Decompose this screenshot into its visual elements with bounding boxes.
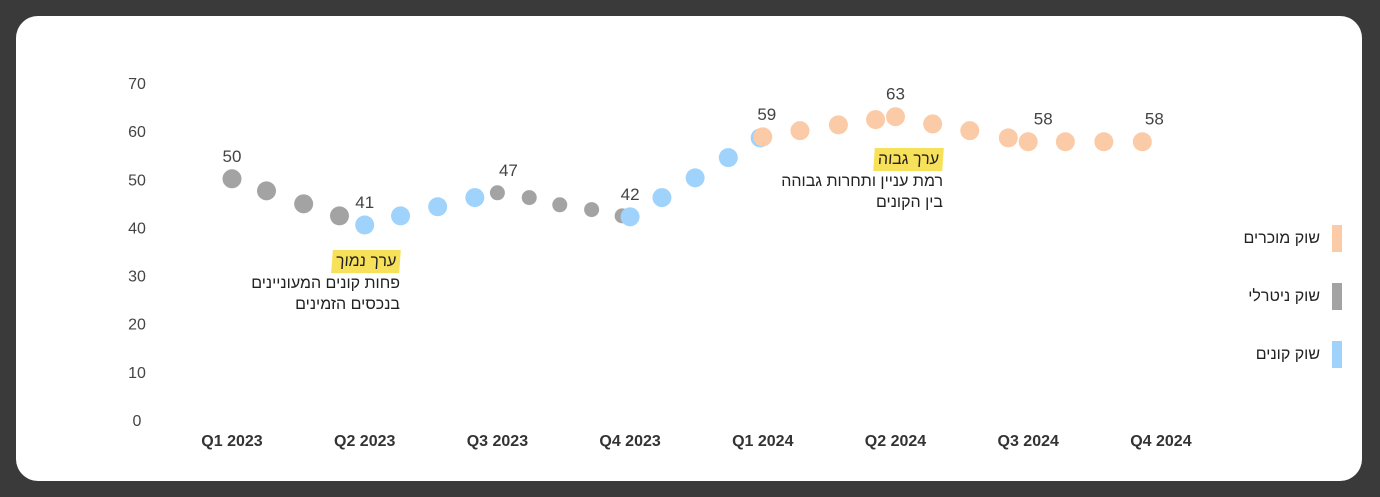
x-tick-label: Q1 2024 (732, 433, 793, 450)
data-point (428, 197, 448, 217)
y-tick-label: 40 (128, 220, 146, 237)
data-point (222, 169, 242, 189)
annotation-high-title: ערך גבוה (873, 148, 944, 171)
y-tick-label: 30 (128, 269, 146, 286)
x-tick-label: Q2 2023 (334, 433, 395, 450)
annotation-low-line-1: פחות קונים המעוניינים (251, 275, 400, 292)
data-point (489, 185, 505, 201)
annotation-high-line-1: רמת עניין ותחרות גבוהה (781, 173, 943, 190)
data-point (923, 114, 943, 134)
data-point (391, 206, 411, 226)
y-tick-label: 10 (128, 365, 146, 382)
y-tick-label: 20 (128, 317, 146, 334)
x-tick-label: Q3 2023 (467, 433, 528, 450)
data-point (866, 110, 886, 130)
data-label: 50 (223, 147, 242, 166)
legend-swatch-sellers (1332, 225, 1342, 252)
data-point (257, 181, 277, 201)
data-point (886, 107, 905, 127)
data-point (1132, 132, 1152, 152)
x-tick-label: Q4 2024 (1130, 433, 1191, 450)
data-point (960, 121, 980, 141)
legend-label-neutral: שוק ניטרלי (1248, 287, 1320, 305)
x-tick-label: Q3 2024 (998, 433, 1059, 450)
data-point (652, 188, 672, 208)
data-point (998, 128, 1018, 148)
data-label: 47 (499, 161, 518, 180)
legend-label-sellers: שוק מוכרים (1243, 229, 1321, 247)
annotation-high: ערך גבוה רמת עניין ותחרות גבוהה בין הקונ… (740, 148, 944, 213)
legend-swatch-neutral (1332, 283, 1342, 310)
data-point (718, 148, 738, 168)
data-point (355, 215, 375, 235)
legend-item-buyers: שוק קונים (1256, 341, 1342, 368)
annotation-low-title: ערך נמוך (330, 250, 401, 273)
data-label: 58 (1034, 110, 1053, 129)
legend-item-neutral: שוק ניטרלי (1248, 283, 1342, 310)
chart-card (16, 16, 1362, 481)
y-tick-label: 50 (128, 172, 146, 189)
annotation-low: ערך נמוך פחות קונים המעוניינים בנכסים הז… (200, 250, 401, 315)
data-label: 59 (757, 105, 776, 124)
data-label: 63 (886, 85, 905, 104)
annotation-high-line-2: בין הקונים (876, 194, 943, 211)
data-point (828, 115, 848, 135)
legend-swatch-buyers (1332, 341, 1342, 368)
data-point (753, 127, 773, 147)
legend-item-sellers: שוק מוכרים (1243, 225, 1342, 252)
y-tick-label: 0 (133, 413, 142, 430)
y-tick-label: 60 (128, 124, 146, 141)
x-tick-label: Q2 2024 (865, 433, 926, 450)
data-point (294, 194, 314, 214)
data-point (521, 190, 537, 206)
y-tick-label: 70 (128, 76, 146, 93)
data-point (685, 168, 705, 188)
data-point (329, 206, 349, 226)
legend-label-buyers: שוק קונים (1255, 345, 1320, 363)
data-point (1094, 132, 1114, 152)
data-label: 42 (621, 185, 640, 204)
data-label: 58 (1145, 110, 1164, 129)
data-label: 41 (355, 193, 374, 212)
x-tick-label: Q4 2023 (599, 433, 660, 450)
data-point (584, 202, 600, 218)
annotation-low-line-2: בנכסים הזמינים (295, 296, 400, 313)
data-point (465, 188, 485, 208)
data-point (552, 197, 568, 213)
data-point (1018, 132, 1038, 152)
data-point (790, 121, 810, 141)
data-point (1055, 132, 1075, 152)
x-tick-label: Q1 2023 (201, 433, 262, 450)
data-point (620, 207, 640, 227)
